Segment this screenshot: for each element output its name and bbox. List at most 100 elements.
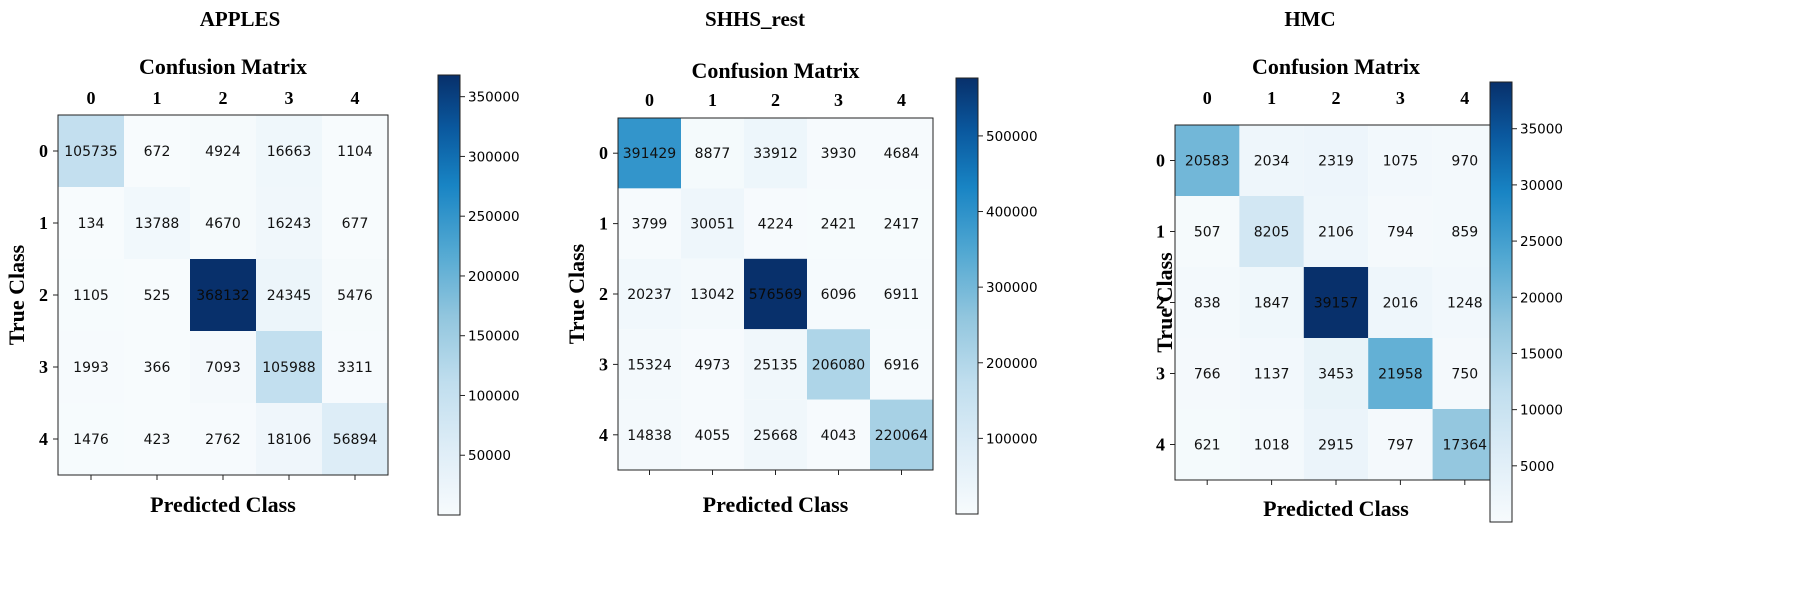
cell-value-label: 206080 (812, 357, 865, 373)
cell-value-label: 134 (78, 216, 105, 232)
colorbar-tick-label: 200000 (986, 356, 1038, 372)
cell-value-label: 105735 (64, 144, 117, 160)
y-tick-label: 3 (39, 357, 48, 377)
cell-value-label: 4224 (758, 217, 794, 233)
cell-value-label: 17364 (1443, 438, 1488, 454)
heatmap-cell (1175, 338, 1240, 409)
heatmap-cell (58, 403, 124, 475)
x-tick-label: 0 (645, 90, 654, 110)
heatmap-cell (256, 331, 322, 403)
heatmap-cell (1239, 125, 1304, 196)
x-tick-label: 0 (1203, 88, 1212, 108)
heatmap-cell (807, 329, 870, 400)
chart-shhs-rest: SHHS_rest Confusion Matrix 0 1 2 3 4 391429 8877… (564, 7, 1038, 517)
cell-value-label: 366 (144, 360, 171, 376)
colorbar-tick-label: 5000 (1520, 459, 1554, 475)
heatmap-cell (1303, 196, 1369, 267)
heatmap-cell (124, 115, 190, 187)
heatmap-cell (1432, 409, 1497, 480)
x-tick-label: 2 (771, 90, 780, 110)
cell-value-label: 18106 (267, 432, 312, 448)
colorbar-tick-label: 10000 (1520, 403, 1563, 419)
heatmap-cell (1432, 338, 1497, 409)
x-tick-label: 3 (285, 88, 294, 108)
x-tick-label: 4 (351, 88, 360, 108)
heatmap-cell (322, 403, 388, 475)
y-tick-label: 0 (39, 141, 48, 161)
heatmap-cell (190, 403, 256, 475)
heatmap-cell (807, 258, 870, 330)
colorbar-tick-label: 25000 (1520, 234, 1563, 250)
heatmap-cell (190, 115, 256, 187)
cell-value-label: 16663 (267, 144, 312, 160)
y-tick-label: 2 (599, 284, 608, 304)
heatmap-cell (870, 329, 933, 400)
heatmap-cell (1175, 267, 1240, 338)
cell-value-label: 2915 (1318, 438, 1354, 454)
heatmap-cell (190, 331, 256, 403)
heatmap-cell (1303, 125, 1369, 196)
heatmap-cell (124, 403, 190, 475)
heatmap-cell (681, 258, 744, 330)
colorbar-tick-label: 100000 (986, 431, 1038, 447)
panel-hmc: HMC Confusion Matrix 0 1 2 3 4 20583 2034 2319 107… (1150, 0, 1799, 608)
cell-value-label: 2034 (1254, 154, 1290, 170)
cell-value-label: 423 (144, 432, 171, 448)
heatmap-cell (322, 187, 388, 259)
panel-apples: APPLES Confusion Matrix 0 1 2 3 4 105735 672 4924… (0, 0, 560, 608)
heatmap-cell (681, 118, 744, 189)
cell-value-label: 2421 (821, 217, 857, 233)
figure-title: HMC (1284, 7, 1335, 31)
heatmap-cell (618, 399, 681, 470)
x-tick-label: 3 (1396, 88, 1405, 108)
heatmap-cell (1175, 196, 1240, 267)
heatmap-cell (322, 331, 388, 403)
cell-value-label: 2106 (1318, 225, 1354, 241)
colorbar-tick-label: 300000 (986, 280, 1038, 296)
heatmap-cell (190, 187, 256, 259)
heatmap-cell (1368, 338, 1433, 409)
heatmap-cell (870, 399, 933, 470)
heatmap-cell (744, 399, 807, 470)
x-tick-label: 1 (1267, 88, 1276, 108)
figure-title: SHHS_rest (705, 7, 805, 31)
heatmap-cell (58, 331, 124, 403)
x-tick-label: 1 (153, 88, 162, 108)
chart-title: Confusion Matrix (691, 58, 859, 83)
heatmap-cell (124, 331, 190, 403)
cell-value-label: 3930 (821, 146, 857, 162)
colorbar-tick-label: 250000 (468, 209, 520, 225)
cell-value-label: 56894 (333, 432, 378, 448)
colorbar-tick-label: 200000 (468, 269, 520, 285)
y-tick-label: 4 (599, 425, 608, 445)
x-tick-label: 4 (1460, 88, 1469, 108)
colorbar-tick-label: 400000 (986, 205, 1038, 221)
x-tick-label: 3 (834, 90, 843, 110)
cell-value-label: 672 (144, 144, 171, 160)
cell-value-label: 2319 (1318, 154, 1354, 170)
cell-value-label: 13788 (135, 216, 180, 232)
colorbar (437, 74, 461, 516)
cell-value-label: 621 (1194, 438, 1221, 454)
heatmap-cell (124, 259, 190, 331)
x-axis-label: Predicted Class (150, 492, 296, 517)
cell-value-label: 4055 (695, 428, 731, 444)
y-tick-label: 0 (1156, 151, 1165, 171)
heatmap-cell (807, 118, 870, 189)
heatmap-cell (1432, 196, 1497, 267)
colorbar-tick-label: 300000 (468, 149, 520, 165)
heatmap-cell (1432, 267, 1497, 338)
colorbar (1489, 81, 1513, 523)
cell-value-label: 6916 (884, 357, 920, 373)
heatmap-cell (1303, 338, 1369, 409)
cell-value-label: 14838 (627, 428, 672, 444)
heatmap-cell (1175, 125, 1240, 196)
cell-value-label: 4043 (821, 428, 857, 444)
y-tick-label: 2 (39, 285, 48, 305)
heatmap-cell (1368, 409, 1433, 480)
y-tick-label: 3 (599, 354, 608, 374)
cell-value-label: 1075 (1383, 154, 1419, 170)
cell-value-label: 105988 (262, 360, 315, 376)
cell-value-label: 13042 (690, 287, 735, 303)
